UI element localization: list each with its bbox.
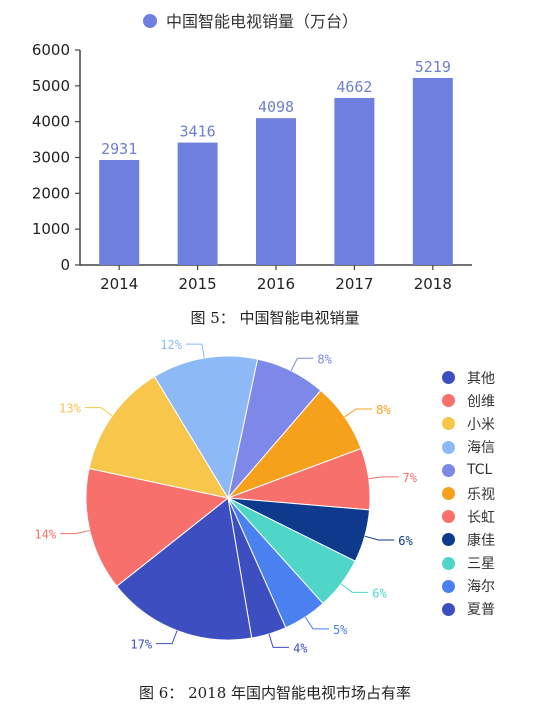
bar-2017: [334, 97, 375, 265]
legend-dot: [442, 417, 455, 431]
legend-dot: [442, 463, 455, 477]
legend-dot: [442, 602, 455, 616]
y-tick-label: 6000: [32, 41, 70, 59]
y-tick-label: 3000: [32, 149, 70, 167]
bar-value-label: 4098: [258, 98, 294, 116]
pie-slice-label: 8%: [317, 352, 332, 366]
pie-slice-label: 8%: [376, 403, 391, 417]
y-tick-label: 2000: [32, 184, 70, 202]
bar-value-label: 5219: [415, 58, 451, 76]
pie-leader-line: [185, 343, 205, 359]
pie-leader-line: [60, 529, 90, 535]
legend-item: TCL: [442, 459, 495, 482]
pie-slice-label: 6%: [372, 586, 387, 600]
legend-item: 小米: [442, 412, 495, 435]
legend-item: 创维: [442, 389, 495, 412]
y-tick-label: 1000: [32, 220, 70, 238]
legend-label: 三星: [467, 556, 495, 573]
legend-item: 海信: [442, 436, 495, 459]
x-tick-label: 2018: [414, 275, 452, 293]
pie-leader-line: [268, 633, 290, 648]
legend-dot: [442, 510, 455, 524]
pie-slice-label: 17%: [130, 638, 152, 652]
pie-leader-line: [364, 535, 395, 541]
legend-label: 乐视: [467, 486, 495, 503]
pie-leader-line: [340, 583, 369, 593]
pie-slice-label: 6%: [398, 534, 413, 548]
legend-dot: [442, 371, 455, 385]
x-tick-label: 2014: [100, 275, 138, 293]
pie-slice-海信: [153, 355, 259, 500]
pie-legend: 其他创维小米海信 TCL 乐视长虹康佳三星海尔夏普: [442, 366, 495, 621]
legend-item: 夏普: [442, 598, 495, 621]
legend-label: 夏普: [467, 602, 495, 619]
legend-label: 海信: [467, 440, 495, 457]
legend-dot: [442, 556, 455, 570]
bar-legend-dot: [143, 14, 157, 28]
legend-label: 创维: [467, 393, 495, 410]
legend-label: 小米: [467, 416, 495, 433]
bar-value-label: 4662: [336, 78, 372, 96]
pie-leader-line: [156, 630, 178, 645]
legend-label: 长虹: [467, 509, 495, 526]
pie-slice-label: 14%: [34, 528, 56, 542]
legend-item: 其他: [442, 366, 495, 389]
legend-label: 海尔: [467, 579, 495, 596]
bar-legend-label: 中国智能电视销量（万台）: [166, 12, 358, 31]
legend-dot: [442, 487, 455, 501]
legend-dot: [442, 394, 455, 408]
bar-value-label: 3416: [180, 123, 216, 141]
legend-item: 海尔: [442, 575, 495, 598]
figure-6-caption: 图 6： 2018 年国内智能电视市场占有率: [138, 684, 412, 702]
legend-dot: [442, 533, 455, 547]
pie-leader-line: [344, 408, 373, 418]
bar-2014: [99, 159, 140, 265]
pie-leader-line: [304, 616, 329, 630]
legend-label: TCL: [467, 462, 493, 479]
legend-item: 康佳: [442, 528, 495, 551]
legend-label: 其他: [467, 370, 495, 387]
pie-slice-label: 13%: [59, 402, 81, 416]
pie-chart: 8% 8% 7% 6% 6% 5% 4% 17% 14% 13% 12%: [34, 338, 418, 655]
y-tick-label: 0: [60, 256, 70, 274]
pie-slice-其他: [116, 497, 253, 641]
legend-dot: [442, 579, 455, 593]
pie-leader-line: [290, 357, 314, 372]
legend-item: 长虹: [442, 505, 495, 528]
bar-2018: [412, 77, 453, 265]
legend-label: 康佳: [467, 532, 495, 549]
bar-value-label: 2931: [101, 140, 137, 158]
pie-leader-line: [368, 476, 399, 480]
pie-leader-line: [84, 407, 113, 417]
x-tick-label: 2015: [179, 275, 217, 293]
pie-slice-label: 12%: [160, 338, 182, 352]
bar-chart: 中国智能电视销量（万台） 0 1000 2000 3000 4000 5000 6000 293…: [32, 12, 472, 293]
legend-dot: [442, 440, 455, 454]
bar-2015: [177, 142, 218, 265]
bar-legend: 中国智能电视销量（万台）: [143, 12, 358, 31]
pie-slice-label: 4%: [293, 641, 308, 655]
legend-item: 三星: [442, 552, 495, 575]
x-tick-label: 2016: [257, 275, 295, 293]
x-tick-label: 2017: [335, 275, 373, 293]
legend-item: 乐视: [442, 482, 495, 505]
pie-slice-label: 5%: [333, 623, 348, 637]
pie-slice-label: 7%: [403, 471, 418, 485]
y-tick-label: 5000: [32, 77, 70, 95]
y-tick-label: 4000: [32, 113, 70, 131]
figure-5-caption: 图 5： 中国智能电视销量: [190, 309, 360, 327]
pie-slice-创维: [85, 467, 230, 587]
bar-2016: [256, 118, 296, 265]
